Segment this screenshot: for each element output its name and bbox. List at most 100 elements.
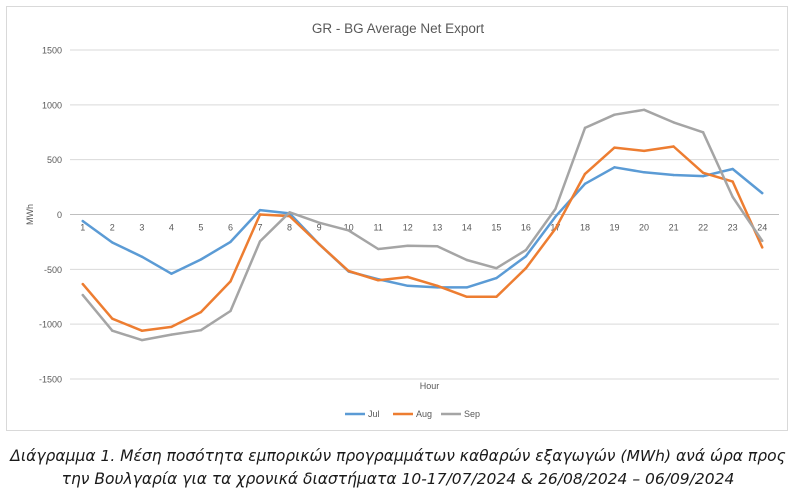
data-point-sep <box>583 126 587 130</box>
y-tick-label: 1000 <box>42 100 62 110</box>
data-point-aug <box>170 325 173 329</box>
data-point-aug <box>495 295 498 298</box>
data-point-sep <box>465 258 469 262</box>
x-tick-label: 5 <box>198 223 203 233</box>
data-point-aug <box>199 310 203 314</box>
data-point-aug <box>317 242 321 246</box>
y-tick-label: 0 <box>57 210 62 220</box>
data-point-sep <box>170 333 173 336</box>
data-point-jul <box>81 219 84 223</box>
y-tick-label: -1000 <box>39 320 62 330</box>
x-tick-label: 16 <box>521 223 531 233</box>
x-tick-label: 3 <box>139 223 144 233</box>
data-point-sep <box>258 240 262 243</box>
x-tick-label: 14 <box>462 223 472 233</box>
data-point-aug <box>613 146 616 149</box>
y-tick-label: -500 <box>44 265 62 275</box>
y-tick-label: 500 <box>47 155 62 165</box>
data-point-aug <box>642 149 646 153</box>
y-tick-label: -1500 <box>39 375 62 385</box>
data-point-aug <box>111 317 114 320</box>
data-point-sep <box>613 113 616 116</box>
data-point-sep <box>406 244 409 247</box>
data-point-sep <box>701 131 705 134</box>
data-point-aug <box>554 227 557 230</box>
data-point-sep <box>554 207 557 211</box>
data-point-sep <box>436 245 439 248</box>
x-tick-label: 19 <box>610 223 620 233</box>
data-point-sep <box>731 195 734 199</box>
data-point-aug <box>258 213 262 216</box>
figure-caption-line-1: Διάγραμμα 1. Μέση ποσότητα εμπορικών προ… <box>10 447 786 465</box>
series-line-aug <box>81 145 764 332</box>
data-point-jul <box>140 255 144 258</box>
data-point-aug <box>672 145 675 148</box>
data-point-jul <box>406 284 409 287</box>
x-axis-label: Hour <box>420 381 440 391</box>
data-point-aug <box>347 269 350 273</box>
x-tick-label: 20 <box>639 223 649 233</box>
data-point-sep <box>761 239 764 243</box>
data-point-sep <box>229 309 232 313</box>
data-point-sep <box>347 229 350 232</box>
x-tick-label: 2 <box>110 223 115 233</box>
data-point-jul <box>524 254 528 258</box>
x-tick-label: 1 <box>80 223 85 233</box>
figure-caption-line-2: την Βουλγαρία για τα χρονικά διαστήματα … <box>61 470 735 488</box>
data-point-jul <box>258 208 262 212</box>
x-tick-label: 22 <box>698 223 708 233</box>
data-point-jul <box>761 191 764 195</box>
data-point-jul <box>583 182 587 185</box>
data-point-sep <box>199 328 203 332</box>
data-point-sep <box>495 267 498 270</box>
data-point-sep <box>81 293 84 297</box>
data-point-jul <box>465 286 469 289</box>
data-point-aug <box>701 171 705 175</box>
x-tick-label: 7 <box>258 223 263 233</box>
series-line-sep <box>81 108 764 342</box>
data-point-jul <box>642 171 646 174</box>
data-point-aug <box>761 246 764 249</box>
x-tick-label: 11 <box>374 223 383 233</box>
data-point-sep <box>317 221 321 224</box>
data-point-sep <box>524 248 528 252</box>
line-chart: GR - BG Average Net Export 1500 1000 500 0 -5… <box>25 21 779 419</box>
data-point-sep <box>642 108 646 111</box>
data-point-aug <box>140 329 144 332</box>
data-point-jul <box>170 272 173 275</box>
x-tick-label: 10 <box>344 223 354 233</box>
series-line-jul <box>81 166 764 289</box>
data-point-aug <box>288 214 291 218</box>
data-point-jul <box>199 258 203 261</box>
data-point-jul <box>495 276 498 280</box>
x-tick-label: 6 <box>228 223 233 233</box>
data-point-aug <box>524 267 528 270</box>
data-point-aug <box>583 172 587 176</box>
x-tick-label: 23 <box>728 223 738 233</box>
y-axis-label: MWh <box>25 204 35 225</box>
legend-label-aug: Aug <box>416 409 432 419</box>
chart-frame: GR - BG Average Net Export 1500 1000 500 0 -5… <box>6 6 788 431</box>
x-tick-label: 8 <box>287 223 292 233</box>
y-tick-label: 1500 <box>42 46 62 56</box>
data-point-jul <box>731 167 734 171</box>
x-tick-label: 4 <box>169 223 174 233</box>
data-point-aug <box>376 279 380 282</box>
x-tick-label: 13 <box>432 223 442 233</box>
data-point-jul <box>613 166 616 169</box>
x-tick-label: 24 <box>757 223 767 233</box>
data-point-aug <box>229 280 232 283</box>
data-point-aug <box>406 275 409 279</box>
data-point-sep <box>288 211 291 214</box>
data-point-aug <box>81 282 84 286</box>
data-point-sep <box>376 247 380 251</box>
x-tick-label: 12 <box>403 223 413 233</box>
x-tick-label: 9 <box>317 223 322 233</box>
data-point-aug <box>465 295 469 298</box>
data-point-jul <box>672 173 675 177</box>
legend-label-sep: Sep <box>464 409 480 419</box>
data-point-sep <box>111 329 114 332</box>
data-point-jul <box>111 241 114 244</box>
x-tick-label: 15 <box>491 223 501 233</box>
data-point-sep <box>140 338 144 342</box>
